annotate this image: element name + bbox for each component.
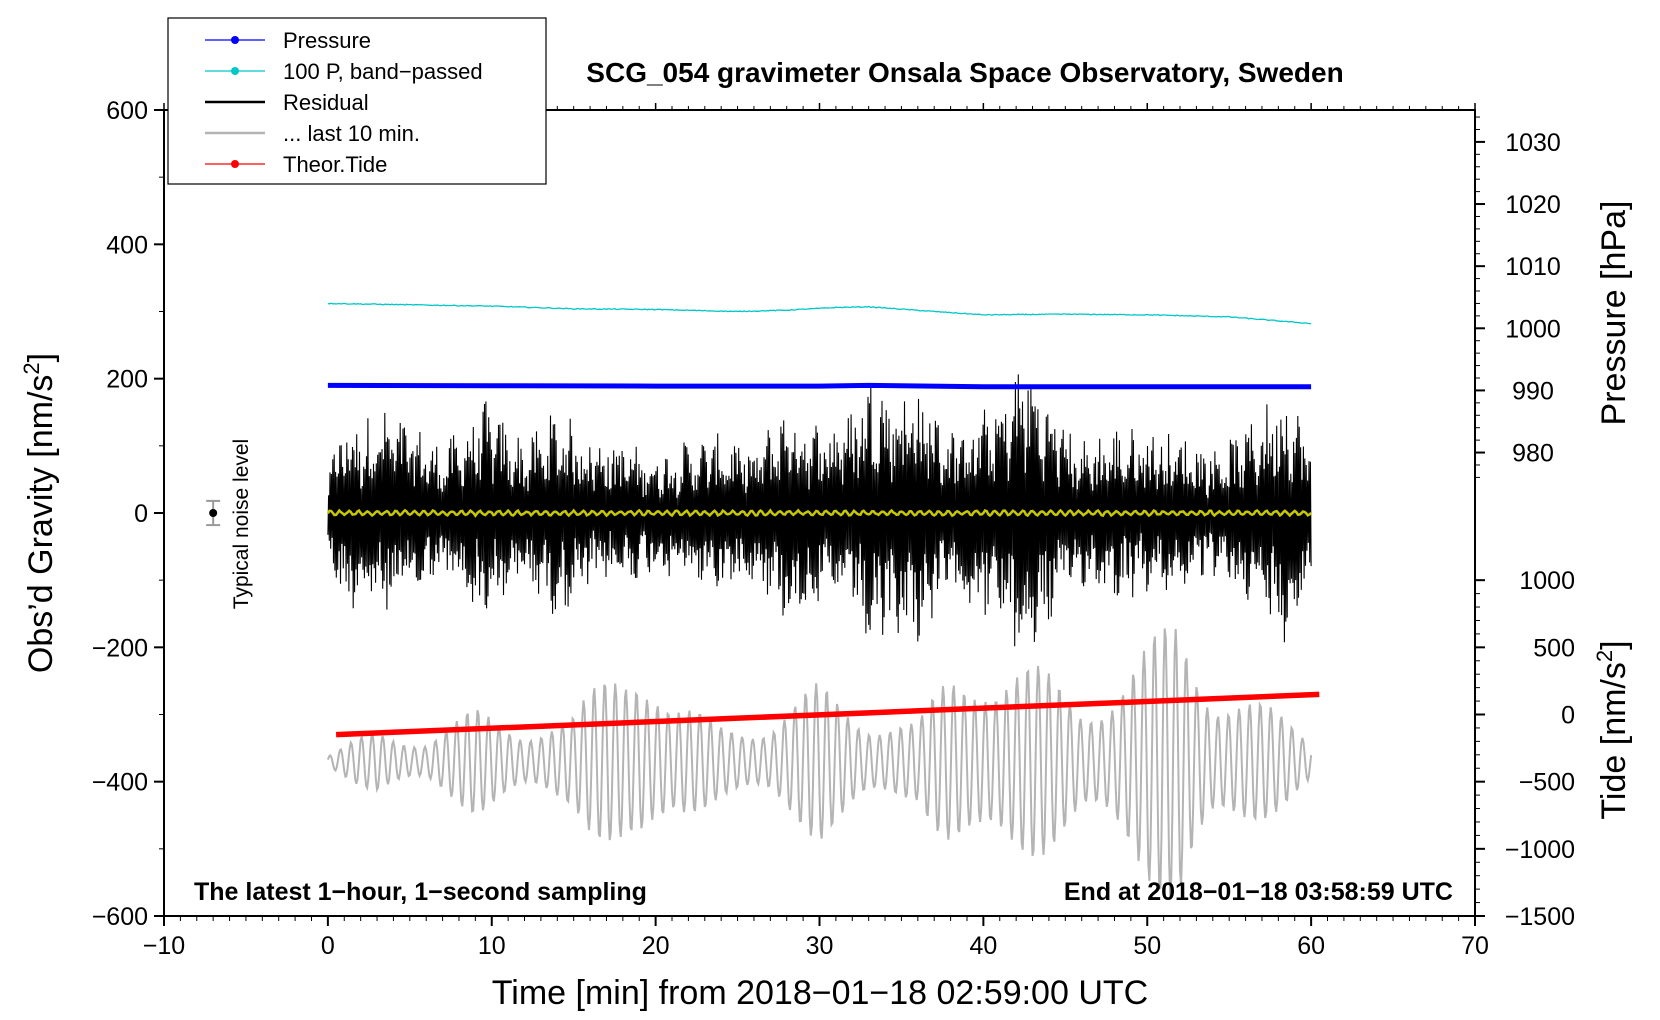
legend-label: Theor.Tide (283, 152, 387, 177)
tide-tick-label: −1500 (1505, 903, 1575, 931)
noise-indicator: Typical noise level (206, 439, 253, 609)
y-axis-title-gravity-close: ] (22, 353, 60, 362)
y-axis-pressure: 980 990 1000 1010 1020 1030 (1475, 116, 1561, 478)
legend-label: Residual (283, 90, 369, 115)
annotation-end-time: End at 2018−01−18 03:58:59 UTC (1064, 878, 1453, 906)
legend-label: 100 P, band−passed (283, 59, 483, 84)
series-residual (327, 374, 1312, 647)
pressure-tick-label: 980 (1512, 440, 1554, 468)
pressure-tick-label: 1010 (1505, 253, 1561, 281)
legend-label: Pressure (283, 28, 371, 53)
series-layer (326, 302, 1320, 897)
x-tick-label: −10 (143, 932, 185, 960)
y-tick-label: 600 (106, 97, 148, 125)
y-axis-tide: −1500 −1000 −500 0 500 1000 (1475, 567, 1575, 931)
y-tick-label: 200 (106, 366, 148, 394)
x-tick-label: 30 (806, 932, 834, 960)
y-tick-label: −400 (92, 769, 148, 797)
series-pressure (327, 382, 1312, 390)
x-tick-label: 70 (1461, 932, 1489, 960)
y-axis-title-tide-sup: 2 (1592, 650, 1617, 662)
x-tick-label: 20 (642, 932, 670, 960)
x-axis: −10 0 10 20 30 40 50 60 70 (143, 103, 1489, 960)
noise-dot (209, 509, 218, 517)
x-tick-label: 40 (969, 932, 997, 960)
tide-tick-label: −500 (1519, 769, 1575, 797)
legend-marker (231, 67, 239, 75)
x-axis-title: Time [min] from 2018−01−18 02:59:00 UTC (492, 974, 1148, 1012)
y-axis-title-pressure: Pressure [hPa] (1595, 201, 1633, 426)
y-axis-title-tide: Tide [nm/s2] (1592, 640, 1633, 819)
y-axis-title-gravity: Obs’d Gravity [nm/s2] (19, 353, 60, 673)
x-tick-label: 60 (1297, 932, 1325, 960)
y-axis-title-tide-text: Tide [nm/s (1595, 662, 1633, 819)
pressure-tick-label: 990 (1512, 377, 1554, 405)
pressure-tick-label: 1020 (1505, 191, 1561, 219)
y-axis-title-gravity-sup: 2 (19, 362, 44, 374)
y-tick-label: 0 (134, 500, 148, 528)
y-tick-label: −200 (92, 634, 148, 662)
legend-marker (231, 160, 239, 168)
series-theoretical-tide (335, 691, 1320, 738)
legend-marker (231, 36, 239, 44)
series-residual-smoothed (326, 508, 1313, 518)
noise-label: Typical noise level (230, 439, 253, 609)
tide-tick-label: 1000 (1519, 567, 1575, 595)
x-tick-label: 50 (1133, 932, 1161, 960)
tide-tick-label: 500 (1533, 634, 1575, 662)
pressure-tick-label: 1000 (1505, 315, 1561, 343)
pressure-tick-label: 1030 (1505, 129, 1561, 157)
chart-title: SCG_054 gravimeter Onsala Space Observat… (586, 57, 1343, 88)
y-axis-title-gravity-text: Obs’d Gravity [nm/s (22, 375, 60, 674)
y-axis-gravity: −600 −400 −200 0 200 400 600 (92, 97, 164, 931)
annotation-sampling: The latest 1−hour, 1−second sampling (194, 878, 647, 906)
tide-tick-label: −1000 (1505, 836, 1575, 864)
legend-label: ... last 10 min. (283, 121, 420, 146)
y-axis-title-tide-close: ] (1595, 640, 1633, 649)
y-tick-label: 400 (106, 231, 148, 259)
tide-tick-label: 0 (1561, 702, 1575, 730)
x-tick-label: 0 (321, 932, 335, 960)
series-band-passed-pressure (327, 302, 1312, 325)
legend: Pressure 100 P, band−passed Residual ... la… (167, 17, 547, 185)
x-tick-label: 10 (478, 932, 506, 960)
series-last-10-min (326, 628, 1313, 897)
y-tick-label: −600 (92, 903, 148, 931)
